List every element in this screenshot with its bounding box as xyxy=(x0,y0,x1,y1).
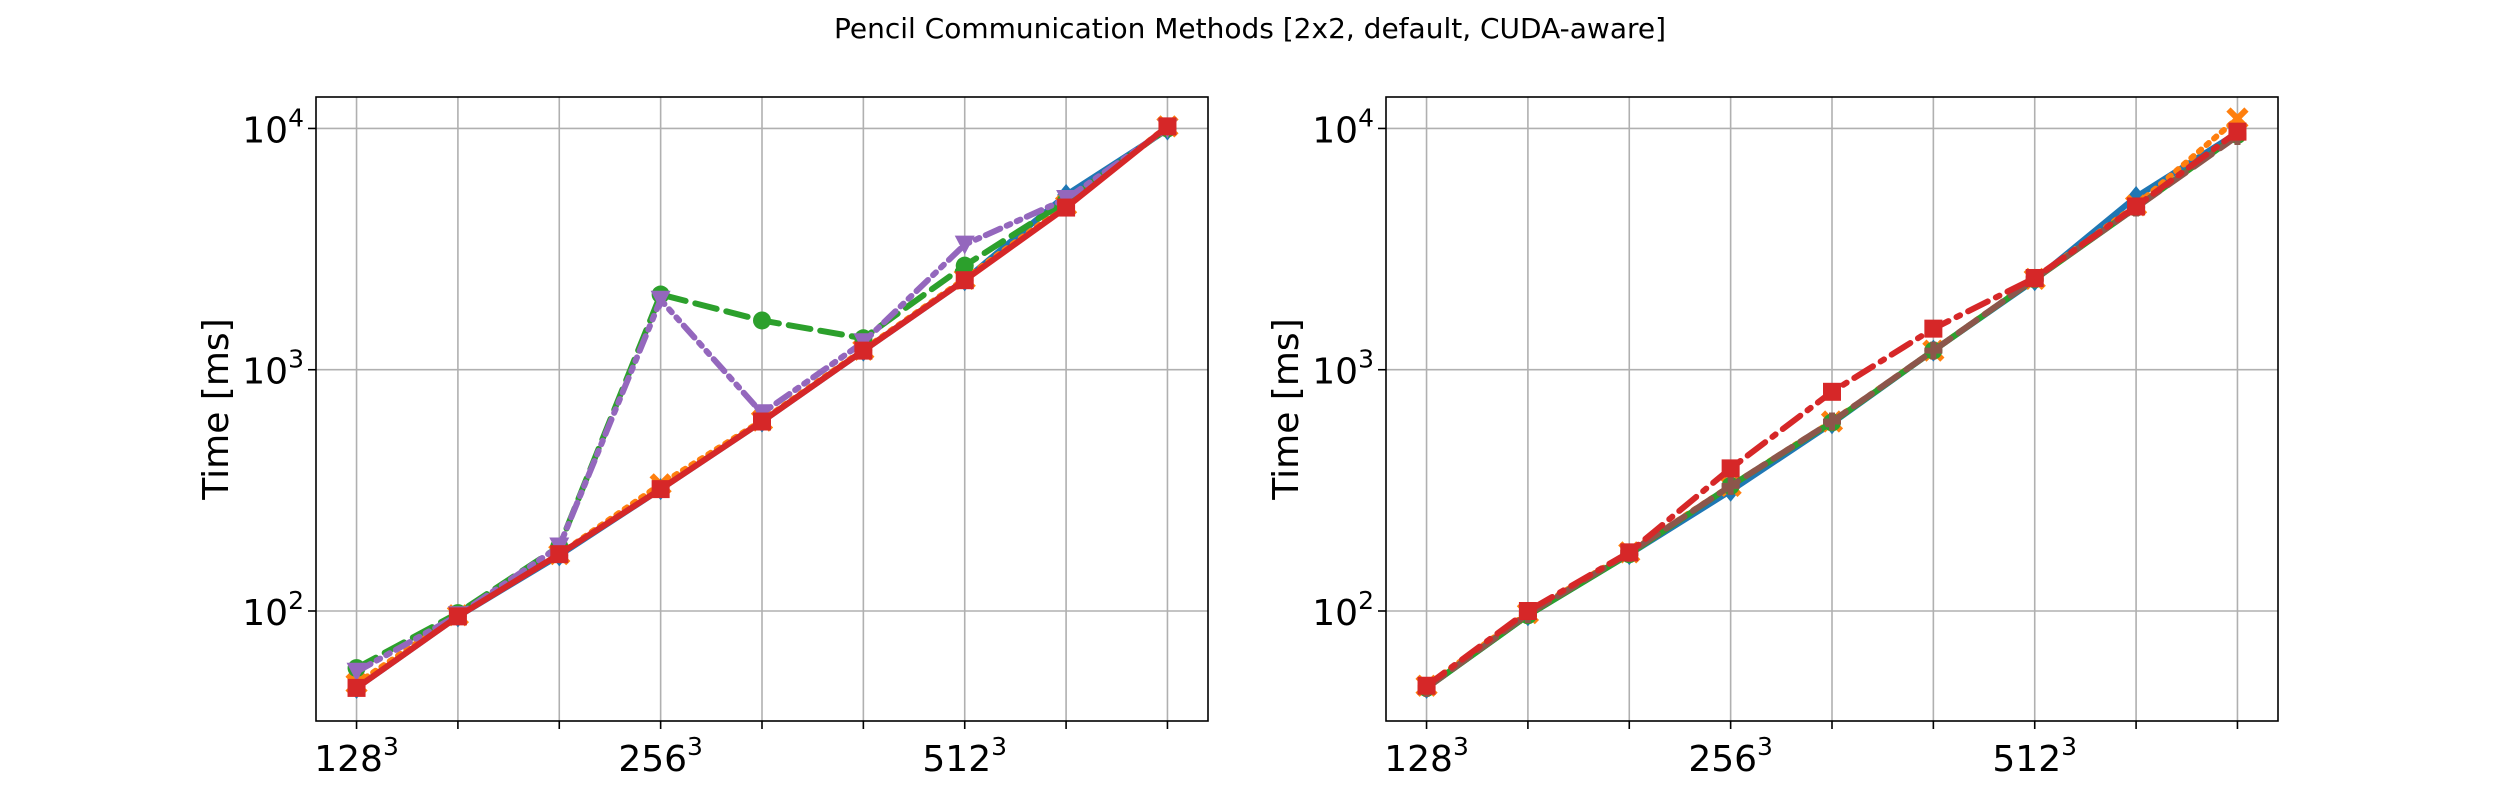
data-point xyxy=(347,678,366,697)
right-panel: 1283 2563 5123 102 103 104 Time [ms] xyxy=(1266,96,2279,780)
data-point xyxy=(448,607,467,626)
data-point xyxy=(2127,197,2146,216)
y-axis-label: Time [ms] xyxy=(1266,318,1307,500)
data-point xyxy=(1924,341,1943,360)
x-tick-label: 2563 xyxy=(1688,732,1773,780)
data-point xyxy=(650,290,671,310)
data-point xyxy=(346,662,367,682)
y-tick-label: 103 xyxy=(1312,345,1374,393)
data-point xyxy=(1417,676,1436,695)
data-point xyxy=(651,480,670,499)
data-point xyxy=(1823,382,1841,401)
y-tick-label: 103 xyxy=(242,345,304,393)
series-4 xyxy=(347,117,1177,697)
data-point xyxy=(955,256,974,275)
data-point xyxy=(1620,543,1639,562)
x-tick-label: 2563 xyxy=(618,732,703,780)
data-point xyxy=(2228,122,2247,141)
data-point xyxy=(1518,601,1537,620)
x-tick-label: 5123 xyxy=(1992,732,2077,780)
data-point xyxy=(854,341,873,360)
left-panel: 1283 2563 5123 102 103 104 Time [ms] xyxy=(196,96,1209,780)
x-tick-label: 5123 xyxy=(922,732,1007,780)
data-point xyxy=(753,412,771,431)
data-point xyxy=(1924,319,1943,338)
y-tick-label: 104 xyxy=(1312,103,1374,151)
data-point xyxy=(955,271,974,290)
y-tick-label: 102 xyxy=(1312,586,1374,634)
series-4 xyxy=(1417,122,2247,695)
data-point xyxy=(1721,459,1740,478)
x-tick-label: 1283 xyxy=(1384,732,1469,780)
y-tick-label: 104 xyxy=(242,103,304,151)
data-point xyxy=(1158,117,1177,136)
data-point xyxy=(753,311,771,330)
x-tick-label: 1283 xyxy=(314,732,399,780)
y-axis-label: Time [ms] xyxy=(196,318,237,500)
data-point xyxy=(1057,198,1076,217)
data-point xyxy=(550,545,569,564)
data-point xyxy=(1721,476,1740,495)
data-point xyxy=(954,235,975,255)
data-point xyxy=(1823,412,1841,431)
data-point xyxy=(2025,268,2044,287)
y-tick-label: 102 xyxy=(242,586,304,634)
figure-title: Pencil Communication Methods [2x2, defau… xyxy=(833,12,1667,45)
